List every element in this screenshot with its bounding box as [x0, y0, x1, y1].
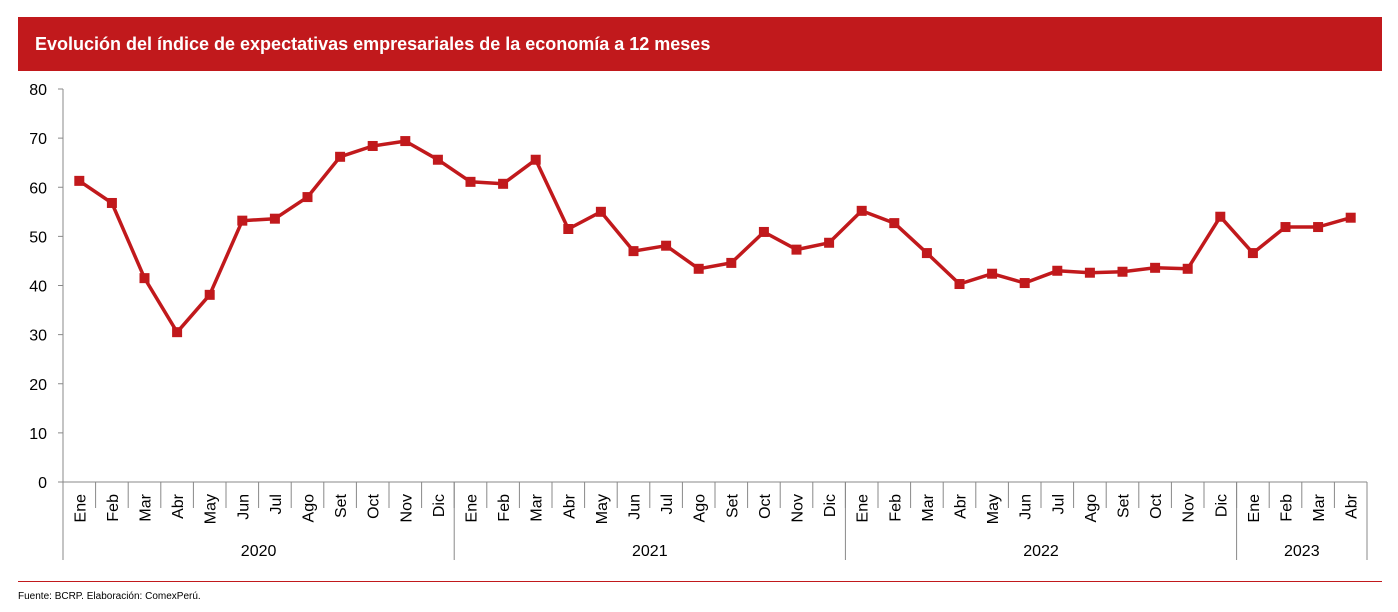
data-point-marker [335, 151, 346, 162]
data-point-marker [302, 192, 313, 203]
data-point-marker [1019, 278, 1030, 289]
data-point-marker [856, 205, 867, 216]
x-tick-label: Nov [1181, 494, 1198, 522]
x-tick-label: Abr [1344, 493, 1361, 519]
x-tick-label: Feb [496, 494, 513, 522]
data-point-marker [1117, 266, 1128, 277]
x-tick-label: Abr [561, 493, 578, 519]
x-tick-label: Ene [855, 494, 872, 523]
data-point-marker [204, 289, 215, 300]
x-tick-label: Oct [1148, 493, 1165, 518]
data-point-marker [661, 240, 672, 251]
data-point-marker [987, 268, 998, 279]
data-point-marker [1280, 222, 1291, 233]
x-tick-label: Jul [268, 494, 285, 514]
chart-title: Evolución del índice de expectativas emp… [35, 34, 711, 54]
data-point-marker [1084, 267, 1095, 278]
data-point-marker [465, 176, 476, 187]
x-tick-label: Nov [790, 494, 807, 522]
data-point-marker [1345, 212, 1356, 223]
x-tick-label: Mar [138, 493, 155, 521]
x-tick-label: Jun [1018, 494, 1035, 520]
data-point-marker [1150, 262, 1161, 273]
x-tick-label: Jun [235, 494, 252, 520]
x-tick-label: Nov [398, 494, 415, 522]
y-tick-label: 70 [29, 131, 47, 148]
data-point-marker [269, 213, 280, 224]
data-point-marker [595, 206, 606, 217]
x-tick-label: Ago [1083, 494, 1100, 523]
data-point-marker [172, 327, 183, 338]
data-point-marker [530, 154, 541, 165]
y-tick-label: 60 [29, 180, 47, 197]
data-point-marker [563, 224, 574, 235]
data-point-marker [400, 136, 411, 147]
data-point-marker [1215, 211, 1226, 222]
x-tick-label: Mar [529, 493, 546, 521]
year-label: 2022 [1023, 543, 1059, 560]
data-point-marker [628, 246, 639, 257]
series-line [78, 139, 1352, 334]
data-point-marker [1182, 263, 1193, 274]
y-tick-label: 20 [29, 377, 47, 394]
x-tick-label: Oct [757, 493, 774, 518]
y-tick-label: 50 [29, 229, 47, 246]
x-tick-label: Set [1116, 493, 1133, 518]
data-point-marker [1313, 222, 1324, 233]
x-tick-label: Ene [72, 494, 89, 523]
x-tick-label: Dic [431, 494, 448, 517]
footer-divider [18, 581, 1382, 582]
data-point-marker [367, 140, 378, 151]
x-tick-label: Set [333, 493, 350, 518]
x-tick-label: Ago [692, 494, 709, 523]
x-tick-label: Dic [822, 494, 839, 517]
data-point-marker [693, 263, 704, 274]
y-tick-label: 0 [38, 475, 47, 492]
data-point-marker [726, 257, 737, 268]
x-tick-label: Oct [366, 493, 383, 518]
year-label: 2021 [632, 543, 668, 560]
x-tick-label: Set [724, 493, 741, 518]
x-tick-label: Feb [887, 494, 904, 522]
x-tick-label: Jun [627, 494, 644, 520]
x-tick-label: Ene [1246, 494, 1263, 523]
x-tick-label: Ene [464, 494, 481, 523]
year-label: 2023 [1284, 543, 1320, 560]
data-point-marker [106, 197, 117, 208]
y-tick-label: 30 [29, 328, 47, 345]
x-tick-label: May [203, 494, 220, 524]
data-point-marker [1247, 248, 1258, 259]
x-tick-label: Feb [1279, 494, 1296, 522]
x-tick-label: May [594, 494, 611, 524]
x-tick-label: Abr [953, 493, 970, 519]
y-tick-label: 40 [29, 279, 47, 296]
x-tick-label: Ago [301, 494, 318, 523]
data-point-marker [432, 154, 443, 165]
x-tick-label: Mar [1311, 493, 1328, 521]
data-point-marker [954, 279, 965, 290]
chart-title-bar: Evolución del índice de expectativas emp… [18, 17, 1382, 71]
y-tick-label: 10 [29, 426, 47, 443]
data-point-marker [791, 244, 802, 255]
data-point-marker [237, 215, 248, 226]
year-label: 2020 [241, 543, 277, 560]
data-point-marker [498, 178, 509, 189]
source-note: Fuente: BCRP. Elaboración: ComexPerú. [18, 591, 201, 602]
data-point-marker [824, 237, 835, 248]
data-point-marker [1052, 265, 1063, 276]
data-point-marker [758, 226, 769, 237]
x-tick-label: Feb [105, 494, 122, 522]
x-tick-label: May [985, 494, 1002, 524]
x-tick-label: Jul [1050, 494, 1067, 514]
data-point-marker [139, 273, 150, 284]
data-point-marker [74, 175, 85, 186]
y-tick-label: 80 [29, 82, 47, 99]
x-tick-label: Abr [170, 493, 187, 519]
data-point-marker [921, 248, 932, 259]
data-point-marker [889, 218, 900, 229]
x-tick-label: Dic [1213, 494, 1230, 517]
x-tick-label: Mar [920, 493, 937, 521]
x-tick-label: Jul [659, 494, 676, 514]
